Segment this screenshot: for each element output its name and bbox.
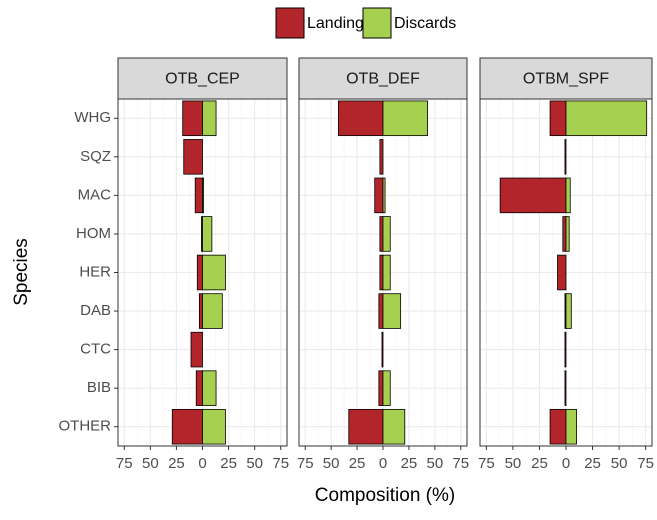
x-tick-label: 75 [452, 455, 469, 472]
bar [565, 100, 648, 137]
bar [382, 254, 391, 291]
x-tick-label: 25 [349, 455, 366, 472]
x-tick-label: 50 [246, 455, 263, 472]
bar [565, 408, 578, 445]
bar [202, 177, 204, 214]
y-tick-label: HER [79, 263, 111, 280]
strip [117, 57, 288, 100]
bar [381, 331, 384, 368]
bar [564, 139, 567, 175]
bar [202, 216, 213, 252]
x-tick-label: 75 [272, 455, 289, 472]
bar [382, 408, 406, 445]
bar [564, 370, 567, 406]
bar [379, 254, 384, 291]
x-tick-label: 25 [401, 455, 418, 472]
legend-label: Landings [307, 15, 372, 32]
x-tick-label: 50 [505, 455, 522, 472]
legend-label: Discards [394, 15, 456, 32]
bar [557, 254, 567, 291]
y-tick-label: SQZ [80, 148, 111, 165]
x-tick-label: 50 [611, 455, 628, 472]
bar [565, 216, 570, 252]
bar [348, 408, 384, 445]
bar [549, 100, 567, 137]
bar [338, 100, 384, 137]
y-tick-label: DAB [80, 302, 111, 319]
bar [382, 216, 391, 252]
x-tick-label: 0 [198, 455, 206, 472]
x-tick-label: 75 [116, 455, 133, 472]
bar [378, 370, 384, 406]
bar [182, 100, 203, 137]
x-tick-label: 0 [379, 455, 387, 472]
bar [194, 177, 203, 214]
strip-title: OTB_DEF [346, 71, 420, 88]
bar [382, 370, 391, 406]
bar [195, 370, 203, 406]
bar [202, 293, 223, 329]
bar [374, 177, 384, 214]
bar [382, 100, 428, 137]
bar [378, 293, 384, 329]
y-tick-label: WHG [74, 109, 111, 126]
x-tick-label: 25 [584, 455, 601, 472]
bar [190, 331, 203, 368]
x-tick-label: 25 [220, 455, 237, 472]
bar [171, 408, 203, 445]
bar [202, 100, 217, 137]
bar [562, 216, 567, 252]
strip [479, 57, 653, 100]
bar [379, 139, 384, 175]
legend-swatch [362, 7, 392, 39]
bar [565, 293, 572, 329]
x-tick-label: 75 [478, 455, 495, 472]
x-tick-label: 50 [142, 455, 159, 472]
bar [379, 216, 384, 252]
y-tick-label: HOM [76, 225, 111, 242]
x-tick-label: 0 [562, 455, 570, 472]
x-tick-label: 50 [427, 455, 444, 472]
x-axis-title: Composition (%) [315, 485, 455, 506]
bar [202, 408, 226, 445]
x-tick-label: 25 [168, 455, 185, 472]
x-tick-label: 75 [637, 455, 654, 472]
bar [382, 293, 402, 329]
bar [196, 254, 203, 291]
y-tick-label: MAC [78, 186, 112, 203]
bar [549, 408, 567, 445]
bar [565, 177, 571, 214]
bar [382, 177, 386, 214]
bar [183, 139, 203, 175]
y-tick-label: CTC [80, 341, 111, 358]
y-axis-title: Species [11, 238, 32, 306]
bar [198, 293, 203, 329]
strip-title: OTBM_SPF [523, 71, 609, 88]
x-tick-label: 50 [323, 455, 340, 472]
strip [298, 57, 468, 100]
bar [499, 177, 567, 214]
bar [202, 370, 217, 406]
y-tick-label: OTHER [59, 418, 112, 435]
x-tick-label: 75 [297, 455, 314, 472]
x-tick-label: 25 [531, 455, 548, 472]
bar [564, 331, 567, 368]
strip-title: OTB_CEP [165, 71, 240, 88]
bar [202, 254, 226, 291]
y-tick-label: BIB [87, 379, 111, 396]
legend-swatch [275, 7, 305, 39]
